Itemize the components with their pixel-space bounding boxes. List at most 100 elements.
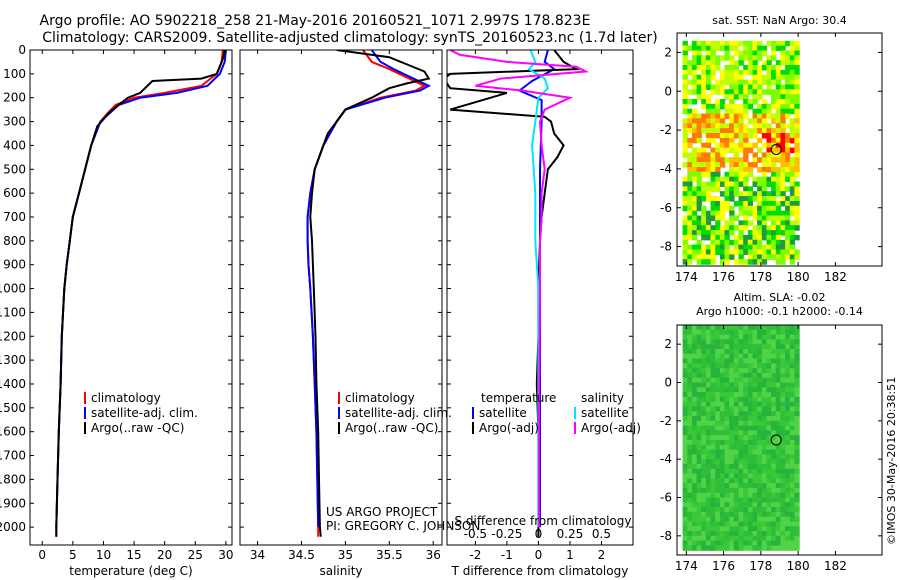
sst-map-cell — [785, 89, 791, 95]
sst-map-cell — [743, 259, 749, 265]
sla-map-cell — [747, 329, 754, 336]
sst-map-cell — [771, 65, 777, 71]
sst-map-cell — [743, 244, 749, 251]
sla-map-cell — [785, 545, 791, 551]
sst-map-cell — [766, 234, 772, 241]
sst-map-cell — [687, 65, 693, 71]
sla-map-cell — [696, 531, 702, 537]
sla-map-cell — [733, 440, 740, 446]
sla-map-cell — [691, 353, 698, 360]
sla-map-cell — [766, 507, 772, 513]
sla-map-cell — [757, 454, 763, 460]
sla-map-cell — [701, 449, 707, 455]
salinity-xtick-label: 34.5 — [288, 548, 315, 562]
sst-map-cell — [691, 225, 698, 231]
sst-map-cell — [719, 234, 726, 241]
sst-map-cell — [752, 196, 758, 202]
sst-map-cell — [719, 225, 726, 231]
sla-map-cell — [733, 511, 740, 518]
sla-map-cell — [766, 329, 772, 336]
sst-map-cell — [757, 108, 763, 115]
sla-map-cell — [687, 382, 693, 388]
sst-map-cell — [761, 191, 768, 197]
sla-map-cell — [785, 540, 791, 546]
sla-map-cell — [696, 545, 702, 551]
sst-map-cell — [691, 65, 698, 71]
sst-map-cell — [785, 201, 791, 207]
sst-map-cell — [780, 147, 786, 154]
sla-map-cell — [752, 363, 758, 369]
sla-map-cell — [775, 406, 782, 412]
sst-map-cell — [733, 113, 740, 120]
sla-map-cell — [715, 487, 721, 494]
sla-map-cell — [729, 406, 735, 412]
sst-map-cell — [766, 79, 772, 86]
sla-map-cell — [771, 516, 777, 523]
sla-map-cell — [715, 483, 721, 489]
sla-map-cell — [738, 349, 744, 355]
sla-map-cell — [743, 507, 749, 513]
sla-map-cell — [757, 363, 763, 369]
sla-map-cell — [789, 406, 796, 412]
sla-map-cell — [766, 497, 772, 503]
sla-map-cell — [761, 425, 768, 431]
sst-map-cell — [719, 69, 726, 76]
sla-map-cell — [785, 511, 791, 518]
sla-map-cell — [696, 406, 702, 412]
sla-map-cell — [705, 325, 712, 331]
sst-map-cell — [747, 234, 754, 241]
sla-map-cell — [794, 349, 800, 355]
sst-map-cell — [738, 239, 744, 246]
sst-map-cell — [719, 176, 726, 183]
sst-map-cell — [780, 162, 786, 168]
sst-map-cell — [752, 259, 758, 265]
sst-map-cell — [691, 171, 698, 178]
sst-map-cell — [705, 254, 712, 260]
sst-map-cell — [705, 74, 712, 81]
sst-map-cell — [771, 79, 777, 86]
sst-map-cell — [780, 244, 786, 251]
sla-map-cell — [780, 545, 786, 551]
sst-map-cell — [733, 128, 740, 134]
sla-map-cell — [710, 459, 716, 465]
sst-map-cell — [752, 225, 758, 231]
sst-map-cell — [743, 225, 749, 231]
sst-map-cell — [701, 191, 707, 197]
sst-map-cell — [761, 142, 768, 149]
sla-map-cell — [691, 449, 698, 455]
sst-map-cell — [691, 186, 698, 192]
sla-map-cell — [794, 334, 800, 340]
sst-map-cell — [757, 89, 763, 95]
sst-map-cell — [780, 99, 786, 105]
sla-map-cell — [682, 344, 688, 350]
sst-map-ytick-label: -6 — [660, 201, 672, 215]
sst-map-cell — [724, 113, 730, 120]
sla-map-cell — [691, 420, 698, 427]
sst-map-cell — [724, 191, 730, 197]
sla-map-cell — [794, 492, 800, 499]
sst-map-cell — [743, 55, 749, 61]
sst-map-cell — [738, 225, 744, 231]
sst-map-cell — [761, 118, 768, 124]
sst-map-cell — [705, 103, 712, 110]
sst-map-xtick-label: 178 — [749, 270, 772, 284]
sla-map-cell — [761, 430, 768, 436]
sst-map-cell — [766, 108, 772, 115]
sst-map-cell — [719, 239, 726, 246]
sst-map-cell — [743, 196, 749, 202]
sla-map-cell — [752, 473, 758, 479]
sla-map-cell — [687, 358, 693, 364]
sst-map-cell — [715, 152, 721, 158]
sla-map-cell — [715, 325, 721, 331]
sla-map-cell — [691, 464, 698, 470]
sla-map-cell — [743, 473, 749, 479]
sst-map-cell — [705, 249, 712, 255]
temperature-xtick-label: 20 — [157, 548, 172, 562]
ytick-label: 0 — [18, 43, 26, 57]
sla-map-cell — [687, 535, 693, 542]
sla-map-cell — [715, 329, 721, 336]
sla-map-cell — [752, 545, 758, 551]
sla-map-cell — [789, 401, 796, 408]
difference-xtick-label: -1 — [501, 548, 513, 562]
sst-map-cell — [719, 215, 726, 221]
